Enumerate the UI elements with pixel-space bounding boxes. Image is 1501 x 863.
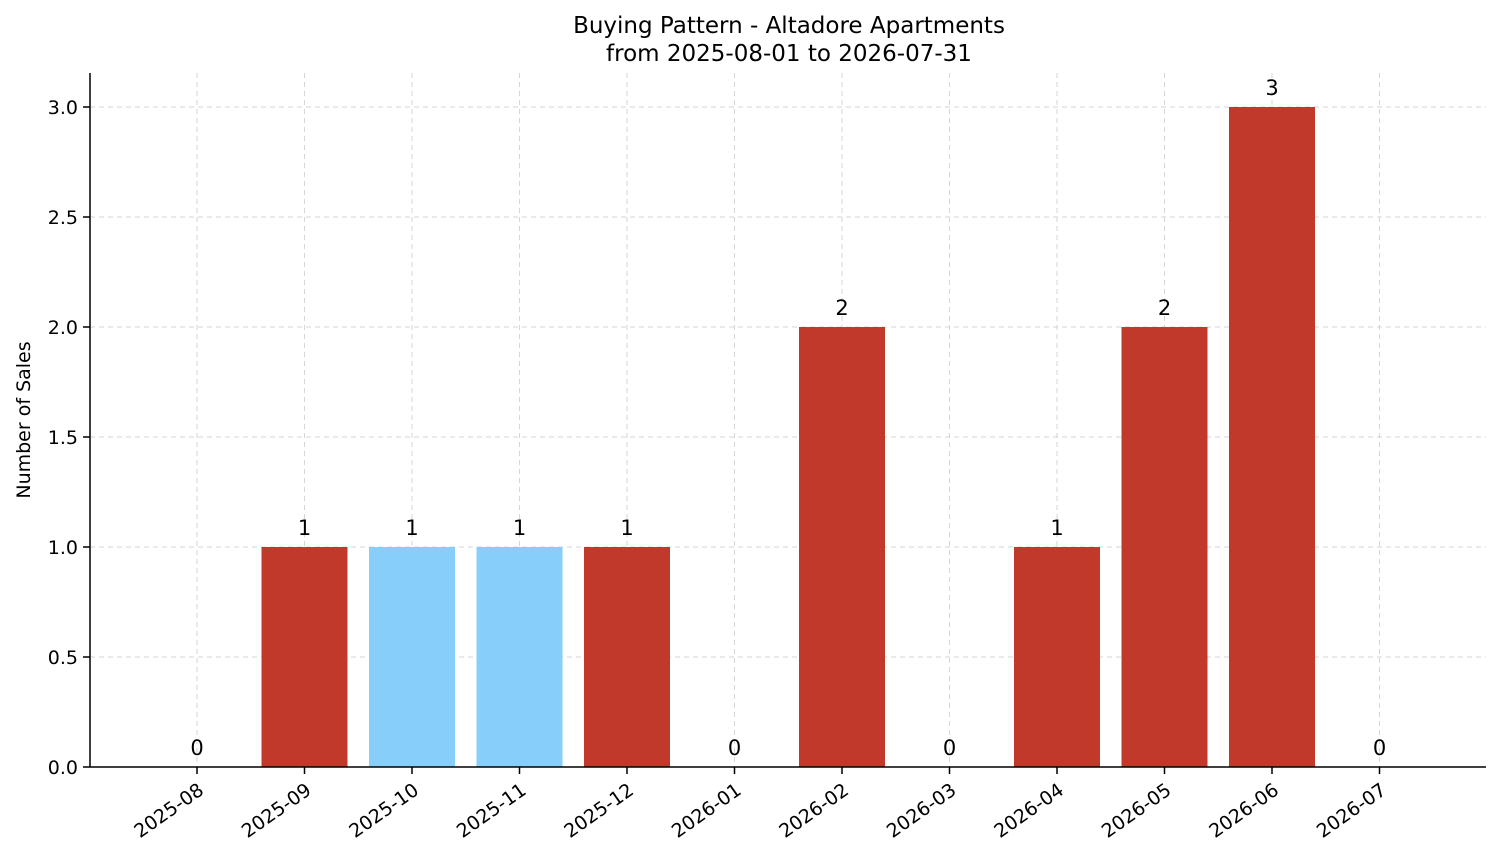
data-label: 1: [405, 516, 418, 540]
bar-2025-12: [584, 547, 670, 767]
y-tick-label: 2.5: [48, 207, 78, 229]
data-label: 3: [1265, 76, 1278, 100]
bar-2025-09: [261, 547, 348, 767]
y-ticks: 0.0 0.5 1.0 1.5 2.0 2.5 3.0: [48, 97, 90, 779]
x-tick-label: 2026-02: [775, 779, 853, 843]
x-tick-label: 2026-07: [1313, 779, 1391, 843]
x-tick-label: 2025-10: [345, 779, 423, 843]
y-axis-label: Number of Sales: [13, 341, 35, 498]
data-labels: 0 1 1 1 1 0 2 0 1 2 3 0: [190, 76, 1386, 760]
x-tick-label: 2026-01: [668, 779, 746, 843]
bar-2026-02: [799, 327, 885, 767]
x-tick-label: 2026-03: [883, 779, 961, 843]
data-label: 0: [190, 736, 203, 760]
y-tick-label: 2.0: [48, 317, 78, 339]
data-label: 1: [513, 516, 526, 540]
y-tick-label: 1.0: [48, 537, 78, 559]
chart-title: Buying Pattern - Altadore Apartments: [573, 13, 1005, 39]
x-tick-label: 2026-05: [1098, 779, 1176, 843]
x-tick-label: 2025-09: [238, 779, 316, 843]
data-label: 1: [1050, 516, 1063, 540]
x-ticks: 2025-08 2025-09 2025-10 2025-11 2025-12 2026-…: [130, 767, 1390, 843]
data-label: 2: [1158, 296, 1171, 320]
bar-2025-11: [476, 547, 563, 767]
x-tick-label: 2026-06: [1205, 779, 1283, 843]
x-tick-label: 2025-08: [130, 779, 208, 843]
y-tick-label: 3.0: [48, 97, 78, 119]
bar-2026-05: [1121, 327, 1208, 767]
bar-2026-06: [1229, 107, 1315, 767]
bar-2025-10: [369, 547, 455, 767]
y-tick-label: 0.0: [48, 757, 78, 779]
data-label: 0: [943, 736, 956, 760]
bar-2026-04: [1014, 547, 1100, 767]
data-label: 0: [728, 736, 741, 760]
chart-subtitle: from 2025-08-01 to 2026-07-31: [606, 41, 972, 67]
data-label: 1: [620, 516, 633, 540]
x-tick-label: 2025-12: [560, 779, 638, 843]
y-tick-label: 1.5: [48, 427, 78, 449]
bars: [261, 107, 1315, 767]
y-tick-label: 0.5: [48, 647, 78, 669]
data-label: 2: [835, 296, 848, 320]
x-tick-label: 2025-11: [453, 779, 531, 843]
data-label: 0: [1373, 736, 1386, 760]
x-tick-label: 2026-04: [990, 779, 1068, 843]
data-label: 1: [298, 516, 311, 540]
